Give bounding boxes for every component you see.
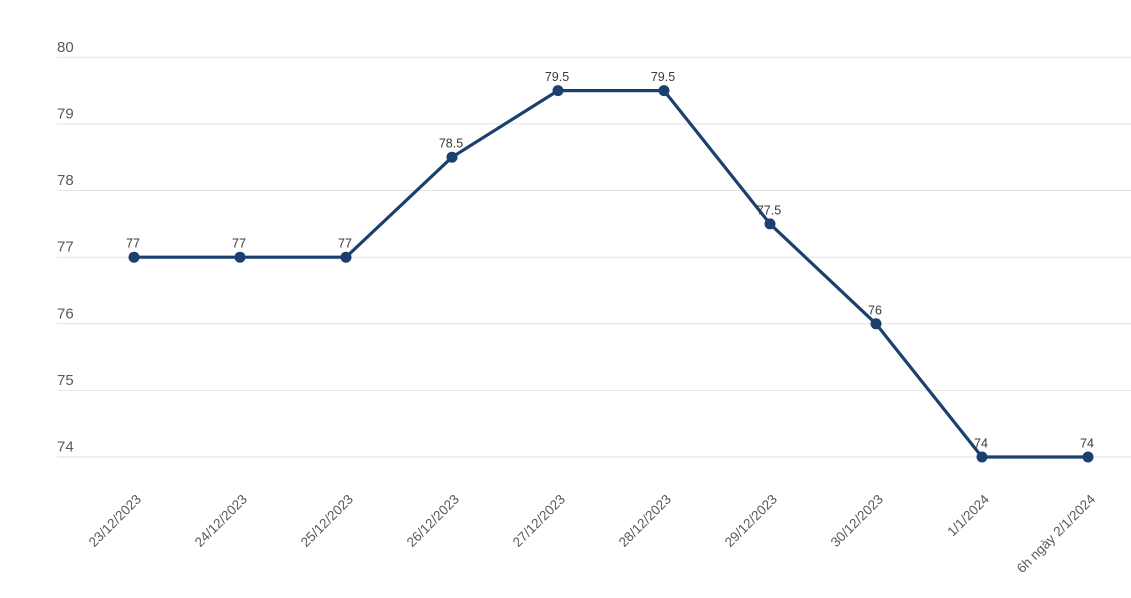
data-point-marker[interactable]: [234, 251, 246, 263]
y-axis-tick-label: 77: [57, 239, 74, 256]
x-axis-tick-label: 30/12/2023: [828, 492, 886, 550]
data-point-label: 74: [974, 437, 988, 451]
y-axis-tick-label: 74: [57, 439, 74, 456]
data-point-label: 77: [338, 237, 352, 251]
x-axis-tick-label: 25/12/2023: [298, 492, 356, 550]
data-point-label: 78.5: [439, 137, 463, 151]
data-point-label: 77.5: [757, 203, 781, 217]
data-point-label: 76: [868, 303, 882, 317]
data-point-marker[interactable]: [658, 85, 670, 97]
data-point-marker[interactable]: [976, 451, 988, 463]
x-axis-tick-label: 26/12/2023: [404, 492, 462, 550]
x-axis-tick-label: 6h ngày 2/1/2024: [1014, 491, 1099, 576]
x-axis-tick-label: 23/12/2023: [86, 492, 144, 550]
data-point-marker[interactable]: [446, 151, 458, 163]
x-axis-tick-label: 24/12/2023: [192, 492, 250, 550]
data-point-label: 77: [232, 237, 246, 251]
x-axis-tick-label: 1/1/2024: [944, 491, 992, 539]
y-axis-tick-label: 76: [57, 305, 74, 322]
y-axis-tick-label: 75: [57, 372, 74, 389]
x-axis-tick-label: 27/12/2023: [510, 492, 568, 550]
data-point-marker[interactable]: [870, 318, 882, 330]
data-point-marker[interactable]: [552, 85, 564, 97]
data-point-label: 79.5: [651, 70, 675, 84]
data-point-marker[interactable]: [764, 218, 776, 230]
data-point-label: 74: [1080, 437, 1094, 451]
data-point-label: 77: [126, 237, 140, 251]
data-point-marker[interactable]: [340, 251, 352, 263]
y-axis-tick-label: 80: [57, 39, 74, 56]
y-axis-tick-label: 78: [57, 172, 74, 189]
data-point-marker[interactable]: [1082, 451, 1094, 463]
y-axis-tick-label: 79: [57, 105, 74, 122]
data-point-label: 79.5: [545, 70, 569, 84]
series-line: [134, 88, 1088, 459]
x-axis-tick-label: 29/12/2023: [722, 492, 780, 550]
data-point-marker[interactable]: [128, 251, 140, 263]
x-axis-tick-label: 28/12/2023: [616, 492, 674, 550]
